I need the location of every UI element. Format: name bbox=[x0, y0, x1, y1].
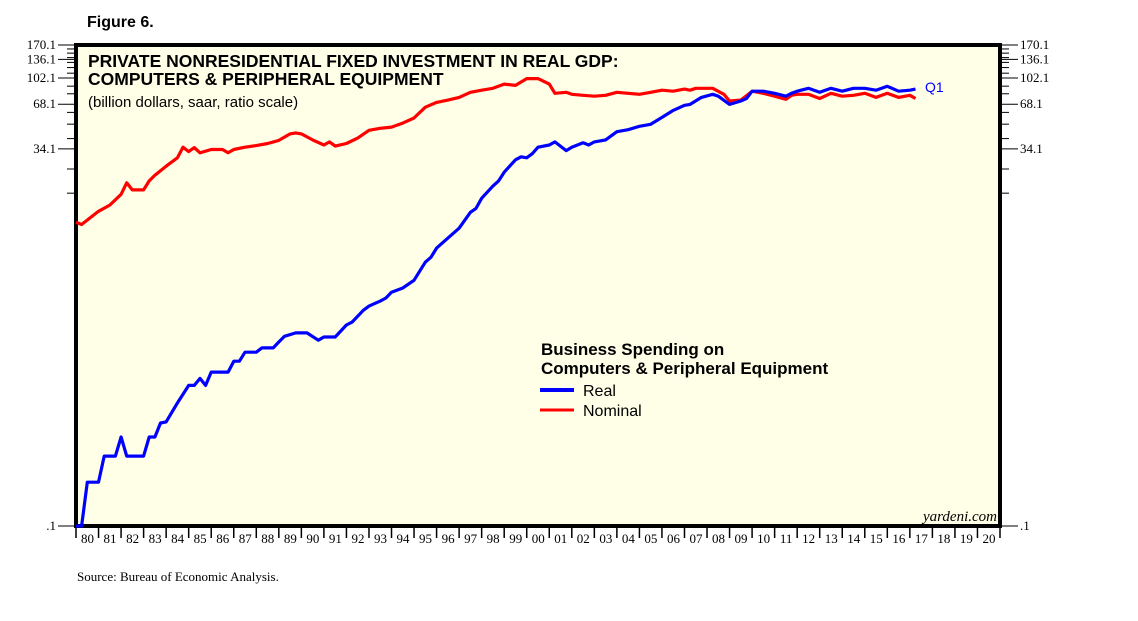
y-tick-label-left: 68.1 bbox=[33, 96, 56, 111]
x-tick-label: 98 bbox=[487, 531, 500, 546]
x-tick-label: 97 bbox=[464, 531, 478, 546]
x-tick-label: 07 bbox=[689, 531, 703, 546]
x-tick-label: 99 bbox=[509, 531, 522, 546]
x-tick-label: 18 bbox=[937, 531, 950, 546]
y-tick-label-left: 170.1 bbox=[27, 37, 56, 52]
y-tick-label-right: 102.1 bbox=[1020, 70, 1049, 85]
chart-subtitle: (billion dollars, saar, ratio scale) bbox=[88, 94, 298, 111]
x-tick-label: 86 bbox=[216, 531, 230, 546]
legend-title-line2: Computers & Peripheral Equipment bbox=[541, 359, 828, 378]
y-tick-label-right: 68.1 bbox=[1020, 96, 1043, 111]
legend-label-nominal: Nominal bbox=[583, 403, 642, 420]
x-tick-label: 82 bbox=[126, 531, 139, 546]
source-note: Source: Bureau of Economic Analysis. bbox=[77, 569, 279, 584]
x-tick-label: 80 bbox=[81, 531, 94, 546]
y-tick-label-right: .1 bbox=[1020, 518, 1030, 533]
figure-label: Figure 6. bbox=[87, 14, 154, 31]
x-tick-label: 20 bbox=[982, 531, 995, 546]
series-line-real bbox=[76, 84, 916, 528]
x-tick-label: 10 bbox=[757, 531, 770, 546]
chart-title-line2: COMPUTERS & PERIPHERAL EQUIPMENT bbox=[88, 69, 444, 89]
y-tick-label-right: 34.1 bbox=[1020, 141, 1043, 156]
x-tick-label: 04 bbox=[622, 531, 636, 546]
x-tick-label: 13 bbox=[825, 531, 838, 546]
y-tick-label-left: 34.1 bbox=[33, 141, 56, 156]
chart-title: PRIVATE NONRESIDENTIAL FIXED INVESTMENT … bbox=[88, 51, 619, 71]
x-tick-label: 14 bbox=[847, 531, 861, 546]
x-tick-label: 09 bbox=[735, 531, 748, 546]
x-tick-label: 89 bbox=[284, 531, 297, 546]
x-tick-label: 87 bbox=[239, 531, 253, 546]
x-tick-label: 11 bbox=[780, 531, 793, 546]
x-tick-label: 88 bbox=[261, 531, 274, 546]
series-lines bbox=[75, 76, 917, 528]
y-tick-label-left: 136.1 bbox=[27, 51, 56, 66]
x-tick-label: 02 bbox=[577, 531, 590, 546]
brand-watermark: yardeni.com bbox=[921, 509, 997, 525]
x-tick-label: 81 bbox=[104, 531, 117, 546]
x-axis: 80 81 82 83 84 85 86 87 88 89 90 91 92 93 94 95 96 97 98 99… bbox=[75, 526, 1001, 546]
x-tick-label: 90 bbox=[306, 531, 319, 546]
legend-title: Business Spending on bbox=[541, 340, 724, 359]
x-tick-label: 91 bbox=[329, 531, 342, 546]
end-label-q1: Q1 bbox=[925, 79, 944, 95]
y-tick-label-left: .1 bbox=[46, 518, 56, 533]
x-tick-label: 16 bbox=[892, 531, 906, 546]
plot-area bbox=[74, 43, 1002, 528]
x-tick-label: 08 bbox=[712, 531, 725, 546]
x-tick-label: 00 bbox=[532, 531, 545, 546]
x-tick-label: 83 bbox=[149, 531, 162, 546]
x-tick-label: 92 bbox=[351, 531, 364, 546]
x-tick-label: 84 bbox=[171, 531, 185, 546]
legend-label-real: Real bbox=[583, 383, 616, 400]
x-tick-label: 95 bbox=[419, 531, 432, 546]
x-tick-label: 19 bbox=[960, 531, 973, 546]
x-tick-label: 15 bbox=[870, 531, 883, 546]
x-tick-label: 06 bbox=[667, 531, 681, 546]
x-tick-label: 94 bbox=[397, 531, 411, 546]
y-tick-label-right: 170.1 bbox=[1020, 37, 1049, 52]
x-tick-label: 01 bbox=[554, 531, 567, 546]
x-tick-label: 17 bbox=[915, 531, 929, 546]
y-tick-label-left: 102.1 bbox=[27, 70, 56, 85]
x-tick-label: 85 bbox=[194, 531, 207, 546]
x-tick-label: 93 bbox=[374, 531, 387, 546]
x-tick-label: 12 bbox=[802, 531, 815, 546]
x-tick-label: 05 bbox=[644, 531, 657, 546]
x-tick-label: 03 bbox=[599, 531, 612, 546]
series-line-nominal bbox=[75, 76, 917, 227]
y-tick-label-right: 136.1 bbox=[1020, 51, 1049, 66]
x-tick-label: 96 bbox=[442, 531, 456, 546]
